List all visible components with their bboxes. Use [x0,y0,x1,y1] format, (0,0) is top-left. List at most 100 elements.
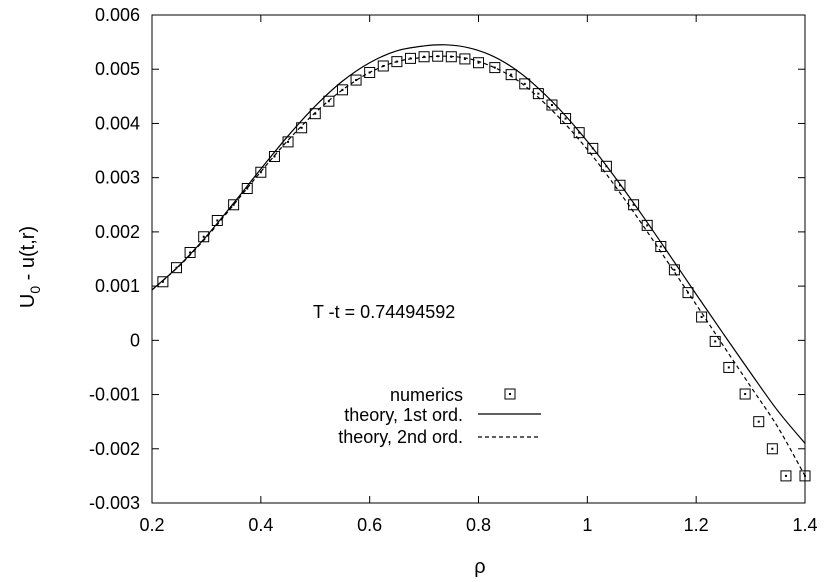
data-point [709,335,721,347]
y-tick-label: 0.001 [95,276,140,296]
y-tick-label: 0 [130,330,140,350]
data-point [505,69,517,81]
data-point-dot [784,474,787,477]
data-point-dot [744,393,747,396]
data-point [641,219,653,231]
data-point-dot [714,340,717,343]
data-point-dot [493,66,496,69]
y-tick-label: 0.003 [95,168,140,188]
data-point [696,311,708,323]
legend-label-theory-1st: theory, 1st ord. [344,405,463,425]
data-point [296,122,308,134]
data-point [184,246,196,258]
data-point [364,66,376,78]
legend-label-theory-2nd: theory, 2nd ord. [338,427,463,447]
series-numerics [157,50,811,482]
series-line-theory-1st-ord [151,44,806,444]
y-axis-label: U0 - u(t,r) [17,226,43,308]
data-point [241,183,253,195]
axes [151,14,806,504]
data-point-dot [537,92,540,95]
data-point-dot [189,251,192,254]
data-point-dot [646,224,649,227]
y-tick-label: 0.005 [95,59,140,79]
y-axis-label-main: U [17,294,39,308]
data-point [255,166,267,178]
legend: numerics theory, 1st ord. theory, 2nd or… [338,385,541,447]
data-point-dot [216,219,219,222]
data-point [560,113,572,125]
series-layer [151,44,811,482]
data-point-dot [550,104,553,107]
data-point-dot [463,57,466,60]
y-tick-label: -0.003 [89,493,140,513]
tick-labels: 0.2 0.4 0.6 0.8 1 1.2 1.4 -0.003 -0.002 -0.001 0 0.… [89,5,818,535]
data-point [739,388,751,400]
data-point [170,262,182,274]
data-point [766,443,778,455]
y-tick-label: 0.006 [95,5,140,25]
data-point [587,142,599,154]
data-point-dot [246,187,249,190]
tick-marks [151,14,806,504]
data-point [309,108,321,120]
data-point [350,74,362,86]
data-point-dot [273,155,276,158]
data-point [459,53,471,65]
x-tick-label: 1 [582,515,592,535]
data-point-dot [202,235,205,238]
y-axis-label-rest: - u(t,r) [17,226,39,286]
data-point-dot [618,184,621,187]
data-point [546,99,558,111]
y-tick-label: -0.001 [89,385,140,405]
x-axis-label: ρ [474,556,485,578]
data-point [723,361,735,373]
plot-frame [151,14,806,504]
y-tick-label: 0.004 [95,113,140,133]
data-point [614,179,626,191]
data-point [157,276,169,288]
data-point [323,95,335,107]
x-tick-label: 0.8 [466,515,491,535]
data-point [228,199,240,211]
y-axis-label-subscript: 0 [27,286,43,294]
data-point-dot [314,112,317,115]
y-tick-label: -0.002 [89,439,140,459]
series-line-theory-2nd-ord [151,55,806,477]
x-tick-label: 0.4 [248,515,273,535]
data-point [489,62,501,74]
data-point [473,57,484,69]
data-point-dot [700,316,703,319]
x-tick-label: 1.4 [792,515,817,535]
data-point-dot [757,420,760,423]
data-point [336,84,348,96]
data-point [377,60,389,72]
data-point-dot [287,140,290,143]
data-point-dot [564,117,567,120]
data-point [391,56,403,68]
data-point-dot [300,126,303,129]
data-point-dot [510,73,513,76]
x-tick-label: 1.2 [684,515,709,535]
data-point [753,416,765,428]
data-point-dot [578,131,581,134]
data-point-dot [161,280,164,283]
data-point-dot [632,203,635,206]
data-point-dot [355,79,358,82]
data-point [682,287,694,299]
data-point-dot [659,245,662,248]
legend-marker-numerics [504,388,516,400]
data-point [573,127,585,139]
data-point-dot [259,171,262,174]
y-tick-label: 0.002 [95,222,140,242]
legend-label-numerics: numerics [390,385,463,405]
legend-marker-numerics-dot [509,393,511,395]
data-point [780,470,792,482]
data-point-dot [673,268,676,271]
data-point [799,470,811,482]
data-point-dot [771,447,774,450]
data-point [600,160,612,172]
data-point-dot [232,203,235,206]
x-tick-label: 0.6 [357,515,382,535]
